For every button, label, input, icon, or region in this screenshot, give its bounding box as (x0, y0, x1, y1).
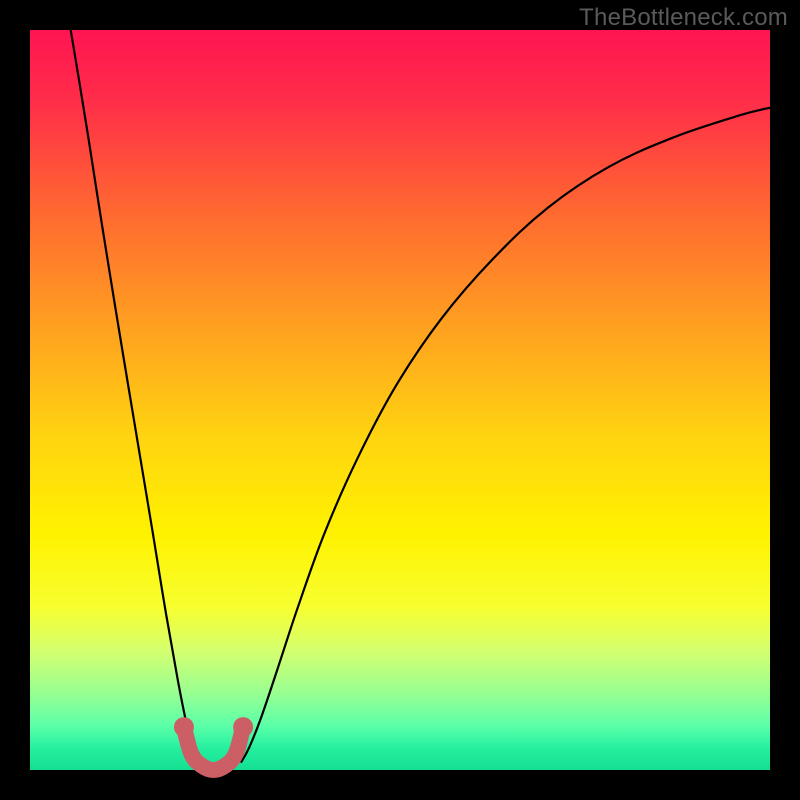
chart-container: TheBottleneck.com (0, 0, 800, 800)
bottleneck-chart (0, 0, 800, 800)
watermark-text: TheBottleneck.com (579, 4, 788, 32)
plot-background (30, 30, 770, 770)
